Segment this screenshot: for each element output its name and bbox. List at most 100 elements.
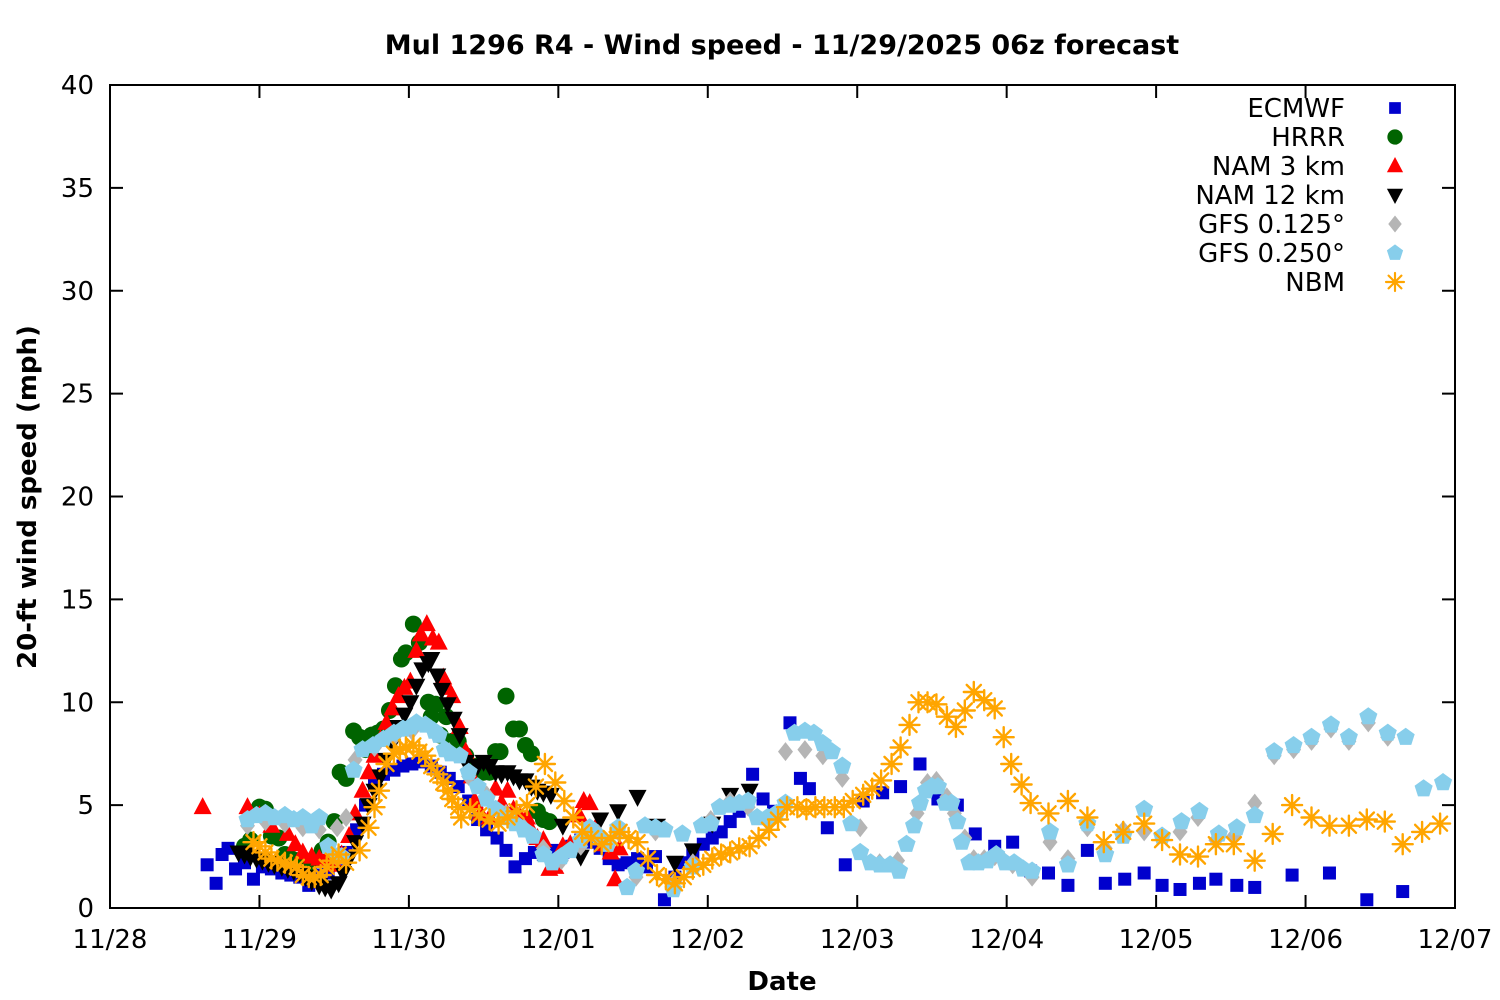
legend-label: NAM 3 km [1212, 152, 1345, 182]
legend-marker-pentagon-icon [1386, 244, 1404, 260]
data-point [1265, 742, 1284, 760]
data-point [1019, 791, 1042, 815]
data-point [1285, 868, 1299, 882]
legend-marker-circle-icon [1387, 129, 1403, 145]
data-point [1186, 845, 1210, 868]
data-point [427, 695, 445, 713]
data-point [968, 827, 982, 841]
data-point [777, 742, 793, 762]
data-point [1209, 824, 1228, 842]
data-point [590, 833, 613, 856]
data-point [429, 725, 448, 743]
data-point [897, 834, 916, 852]
data-point [1396, 727, 1415, 745]
data-point [260, 847, 283, 870]
data-point [357, 816, 380, 839]
data-point [654, 868, 678, 891]
data-point [1037, 802, 1060, 825]
data-point [1247, 793, 1263, 813]
data-point [450, 728, 469, 746]
data-point [487, 812, 510, 835]
data-point [1300, 806, 1323, 829]
data-point [841, 789, 864, 813]
x-tick-label: 11/29 [222, 925, 297, 955]
data-point [1058, 855, 1077, 873]
data-point [544, 771, 567, 794]
data-point [626, 831, 649, 854]
data-point [459, 762, 478, 780]
data-point [221, 841, 235, 855]
data-point [672, 865, 696, 889]
data-point [363, 796, 386, 819]
scatter-points [193, 614, 1453, 907]
x-tick-label: 12/03 [820, 925, 895, 955]
data-point [793, 771, 807, 785]
data-point [645, 863, 669, 887]
data-point [383, 698, 402, 716]
x-tick-label: 12/05 [1119, 925, 1194, 955]
data-point [200, 858, 214, 872]
legend-label: GFS 0.125° [1198, 210, 1345, 240]
data-point [1414, 779, 1433, 797]
axis-ticks [109, 84, 1456, 909]
y-axis-label: 20-ft wind speed (mph) [13, 325, 43, 669]
data-point [889, 736, 912, 759]
data-point [681, 857, 704, 881]
data-point [880, 752, 903, 776]
data-point [524, 775, 548, 798]
data-point [553, 789, 576, 813]
data-point [1080, 843, 1094, 857]
data-point [1168, 843, 1192, 866]
data-point [714, 825, 728, 839]
data-point [1391, 833, 1414, 856]
data-point [498, 780, 517, 798]
data-point [505, 800, 528, 823]
data-point [833, 756, 852, 774]
data-point [523, 826, 542, 844]
data-point [1322, 866, 1336, 880]
data-point [1155, 878, 1169, 892]
x-tick-label: 11/28 [73, 925, 148, 955]
data-point [540, 813, 558, 831]
data-point [377, 712, 396, 730]
data-point [388, 738, 412, 761]
data-point [395, 707, 414, 725]
data-point [1204, 833, 1228, 856]
legend-label: HRRR [1271, 123, 1345, 153]
data-point [1137, 866, 1151, 880]
data-point [496, 806, 519, 829]
data-point [401, 695, 420, 713]
data-point [1339, 727, 1358, 745]
data-point [291, 863, 314, 887]
data-point [1261, 822, 1284, 846]
data-point [417, 614, 436, 632]
data-point [242, 831, 265, 854]
data-point [562, 806, 585, 829]
data-point [209, 876, 223, 890]
data-point [438, 697, 457, 715]
data-point [286, 834, 305, 852]
data-point [606, 869, 625, 887]
data-point [683, 843, 702, 861]
x-tick-labels: 11/28 11/29 11/30 12/01 12/02 12/03 12/04 12/05… [73, 925, 1493, 955]
x-tick-label: 12/07 [1418, 925, 1493, 955]
data-point [1373, 810, 1396, 833]
x-tick-label: 12/06 [1268, 925, 1343, 955]
data-point [1434, 773, 1453, 791]
data-point [491, 743, 509, 761]
legend-label: NAM 12 km [1195, 181, 1345, 211]
data-point [1280, 793, 1304, 817]
data-point [338, 807, 354, 827]
data-point [353, 780, 372, 798]
data-point [1321, 715, 1340, 733]
data-point [1245, 805, 1264, 824]
data-point [1230, 878, 1244, 892]
data-point [608, 820, 631, 844]
data-point [740, 783, 759, 801]
data-point [1076, 806, 1099, 829]
data-point [533, 752, 557, 776]
data-point [1133, 812, 1156, 835]
data-point [303, 865, 326, 889]
data-point [591, 812, 610, 830]
data-point [756, 792, 770, 806]
